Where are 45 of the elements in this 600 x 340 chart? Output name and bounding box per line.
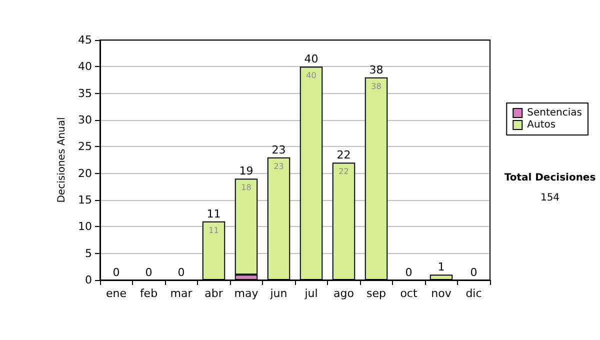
y-tick-label: 45 xyxy=(78,34,92,46)
y-tick-label: 5 xyxy=(85,246,92,260)
data-label: 22 xyxy=(338,167,349,176)
x-tick-label: mar xyxy=(170,287,193,300)
y-tick-label: 40 xyxy=(78,60,92,74)
x-tick-label: jun xyxy=(269,287,288,300)
total-label: 23 xyxy=(272,143,286,156)
x-tick-label: ago xyxy=(334,287,354,300)
data-label: 40 xyxy=(306,71,316,80)
total-label: 19 xyxy=(239,164,254,178)
data-label: 18 xyxy=(241,183,252,192)
total-label: 0 xyxy=(470,266,478,279)
data-label: 23 xyxy=(274,162,284,171)
total-label: 22 xyxy=(336,148,351,162)
data-label: 38 xyxy=(371,82,382,91)
x-tick-label: jul xyxy=(304,287,318,300)
y-axis-title: Decisiones Anual xyxy=(56,117,68,203)
total-label: 0 xyxy=(405,266,412,279)
x-tick-label: ene xyxy=(106,287,127,300)
x-tick-label: abr xyxy=(204,287,224,300)
legend-label: Autos xyxy=(527,120,556,130)
data-label: 11 xyxy=(208,226,219,235)
total-label: 0 xyxy=(178,266,185,279)
total-label: 0 xyxy=(145,266,152,279)
x-tick-label: nov xyxy=(431,287,452,300)
x-tick-label: sep xyxy=(366,287,386,300)
total-label: 40 xyxy=(304,52,318,66)
total-label: 11 xyxy=(206,207,221,220)
x-tick-label: dic xyxy=(466,287,482,300)
y-tick-label: 30 xyxy=(78,114,92,126)
y-tick-label: 25 xyxy=(78,140,92,154)
y-tick-label: 35 xyxy=(78,86,92,100)
text: 154 xyxy=(540,192,560,204)
legend-label: Sentencias xyxy=(527,108,582,118)
x-tick-label: oct xyxy=(400,287,418,300)
y-tick-label: 0 xyxy=(85,274,92,286)
total-label: 0 xyxy=(112,266,120,279)
text: Total Decisiones xyxy=(504,172,596,184)
x-tick-label: feb xyxy=(140,287,158,300)
total-label: 1 xyxy=(438,260,445,274)
x-tick-label: may xyxy=(234,287,259,300)
y-tick-label: 20 xyxy=(78,166,92,180)
y-tick-label: 10 xyxy=(78,220,92,234)
y-tick-label: 15 xyxy=(78,194,92,206)
total-label: 38 xyxy=(369,63,384,76)
